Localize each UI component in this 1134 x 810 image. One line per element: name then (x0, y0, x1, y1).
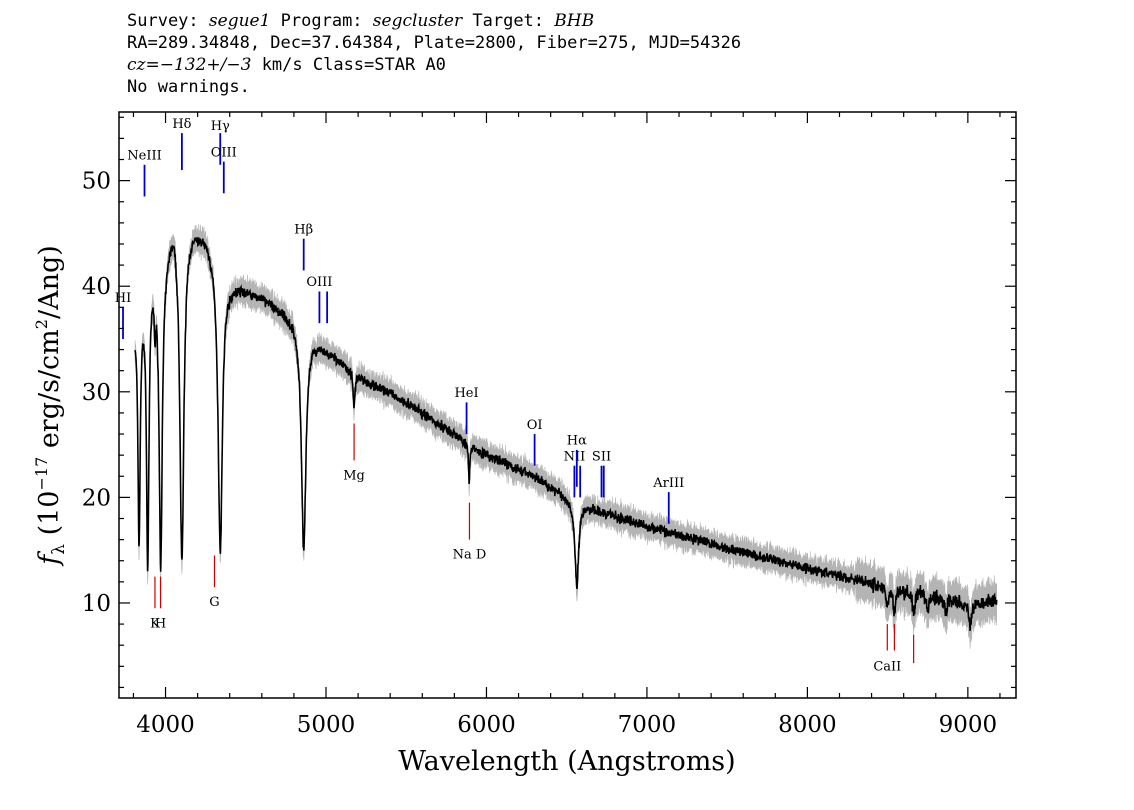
line-marker-label: G (209, 595, 219, 610)
plot-frame (118, 111, 1017, 699)
header-line-2: RA=289.34848, Dec=37.64384, Plate=2800, … (127, 33, 742, 53)
x-tick-label: 6000 (457, 712, 516, 738)
survey-value: segue1 (208, 11, 271, 31)
header-line-3: cz=−132+/−3 km/s Class=STAR A0 (127, 54, 741, 76)
line-marker-label: HeI (454, 386, 478, 401)
x-tick-label: 7000 (618, 712, 677, 738)
x-axis-label: Wavelength (Angstroms) (398, 746, 735, 777)
x-tick-label: 5000 (297, 712, 356, 738)
y-axis-label: fλ (10−17 erg/s/cm2/Ang) (32, 245, 69, 567)
y-tick-label: 50 (82, 169, 111, 195)
line-marker-label: NII (564, 449, 586, 464)
line-marker-label: HI (115, 291, 131, 306)
class-text: km/s Class=STAR A0 (251, 55, 446, 75)
y-tick-label: 40 (82, 274, 111, 300)
x-tick-label: 9000 (939, 712, 998, 738)
spectrum-line (134, 237, 998, 631)
line-marker-label: SII (592, 449, 611, 464)
y-tick-label: 10 (82, 591, 111, 617)
x-tick-label: 8000 (778, 712, 837, 738)
program-value: segcluster (372, 11, 463, 31)
survey-label: Survey: (127, 11, 199, 31)
series-layer (134, 223, 998, 649)
target-label: Target: (472, 11, 545, 31)
spectrum-header: Survey: segue1 Program: segcluster Targe… (127, 10, 741, 98)
line-marker-label: OI (527, 418, 543, 433)
x-tick-label: 4000 (136, 712, 195, 738)
program-label: Program: (280, 11, 363, 31)
line-marker-label: H (155, 616, 166, 631)
line-marker-label: Hδ (172, 117, 191, 132)
line-marker-label: OIII (306, 275, 332, 290)
y-tick-label: 20 (82, 485, 111, 511)
plot-area (134, 223, 998, 649)
redshift-value: cz=−132+/−3 (127, 55, 252, 75)
error-band (134, 223, 998, 649)
target-value: BHB (554, 11, 595, 31)
line-marker-label: OIII (211, 145, 237, 160)
line-marker-label: K (150, 616, 160, 631)
line-marker-label: Hγ (211, 119, 230, 134)
header-line-1: Survey: segue1 Program: segcluster Targe… (127, 10, 741, 32)
line-marker-label: Hβ (294, 222, 313, 237)
line-marker-label: Na D (453, 548, 487, 563)
axis-ticks: 4000 5000 6000 7000 8000 9000 10 20 30 40 50 (82, 112, 1016, 738)
line-marker-label: NeIII (127, 149, 161, 164)
line-marker-label: Mg (343, 468, 365, 483)
line-marker-label: CaII (873, 660, 901, 675)
y-tick-label: 30 (82, 380, 111, 406)
line-marker-label: ArIII (652, 476, 684, 491)
line-marker-label: Hα (567, 434, 587, 449)
header-line-4: No warnings. (127, 77, 250, 97)
